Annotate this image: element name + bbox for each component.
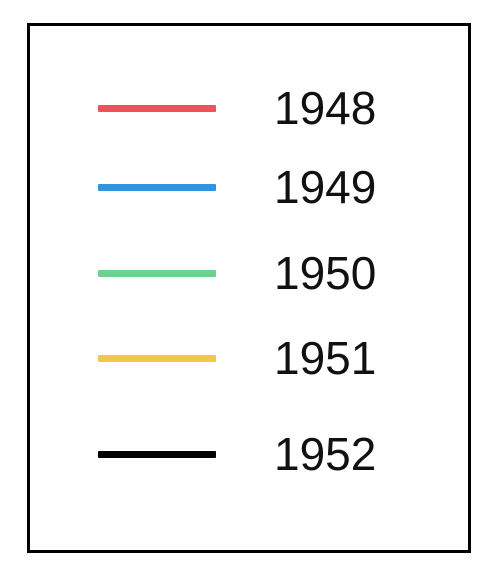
legend-swatch-1949 (98, 184, 216, 191)
legend-label-1951: 1951 (274, 332, 377, 384)
legend-label-1952: 1952 (274, 428, 377, 480)
legend-swatch-1948 (98, 105, 216, 112)
legend-swatch-1951 (98, 355, 216, 362)
legend-entry-1949: 1949 (30, 162, 468, 212)
legend-label-1948: 1948 (274, 82, 377, 134)
legend-swatch-1952 (98, 451, 216, 458)
legend-entry-1950: 1950 (30, 248, 468, 298)
legend-label-1949: 1949 (274, 161, 377, 213)
legend-entry-1951: 1951 (30, 333, 468, 383)
legend-entry-1948: 1948 (30, 83, 468, 133)
legend-swatch-1950 (98, 270, 216, 277)
legend-entry-1952: 1952 (30, 429, 468, 479)
legend: 1948 1949 1950 1951 1952 (27, 23, 471, 553)
legend-label-1950: 1950 (274, 247, 377, 299)
